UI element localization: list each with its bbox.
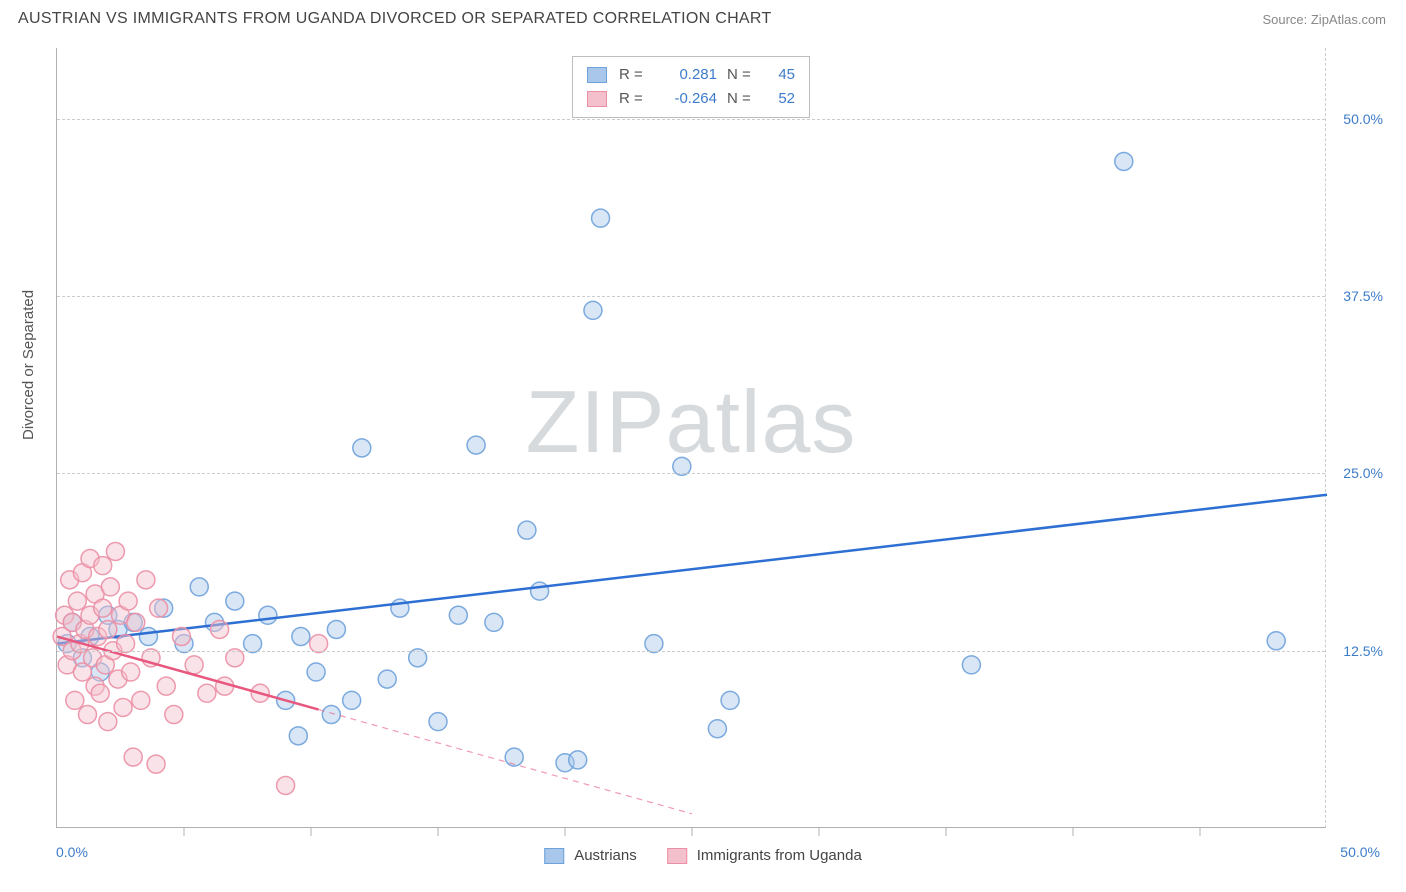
y-axis-title: Divorced or Separated: [20, 290, 37, 440]
legend-n-label: N =: [727, 63, 757, 87]
legend-series: Austrians Immigrants from Uganda: [544, 847, 862, 864]
legend-r-value: 0.281: [659, 63, 717, 87]
legend-r-label: R =: [619, 87, 649, 111]
legend-n-label: N =: [727, 87, 757, 111]
legend-swatch: [544, 848, 564, 864]
gridline-h: [57, 119, 1325, 120]
source-attribution: Source: ZipAtlas.com: [1262, 12, 1386, 27]
legend-n-value: 52: [767, 87, 795, 111]
y-tick-label: 25.0%: [1343, 465, 1383, 481]
y-tick-label: 37.5%: [1343, 288, 1383, 304]
y-tick-label: 12.5%: [1343, 643, 1383, 659]
legend-swatch: [587, 67, 607, 83]
scatter-svg: [57, 48, 1325, 827]
legend-stat-row: R = -0.264 N = 52: [587, 87, 795, 111]
legend-series-label: Austrians: [574, 847, 637, 864]
legend-series-item: Austrians: [544, 847, 637, 864]
legend-swatch: [667, 848, 687, 864]
legend-n-value: 45: [767, 63, 795, 87]
legend-stat-row: R = 0.281 N = 45: [587, 63, 795, 87]
chart-plot-area: ZIPatlas R =0.281N =45R =-0.264N =52 12.…: [56, 48, 1326, 828]
y-tick-label: 50.0%: [1343, 111, 1383, 127]
legend-series-item: Immigrants from Uganda: [667, 847, 862, 864]
header: AUSTRIAN VS IMMIGRANTS FROM UGANDA DIVOR…: [0, 0, 1406, 36]
legend-stats: R = 0.281 N = 45 R = -0.264 N = 52: [572, 56, 810, 118]
chart-title: AUSTRIAN VS IMMIGRANTS FROM UGANDA DIVOR…: [18, 10, 772, 28]
gridline-h: [57, 651, 1325, 652]
legend-r-value: -0.264: [659, 87, 717, 111]
x-axis-end-label: 50.0%: [1340, 844, 1380, 860]
legend-swatch: [587, 91, 607, 107]
x-axis-origin-label: 0.0%: [56, 844, 88, 860]
legend-r-label: R =: [619, 63, 649, 87]
gridline-h: [57, 296, 1325, 297]
legend-series-label: Immigrants from Uganda: [697, 847, 862, 864]
gridline-h: [57, 473, 1325, 474]
